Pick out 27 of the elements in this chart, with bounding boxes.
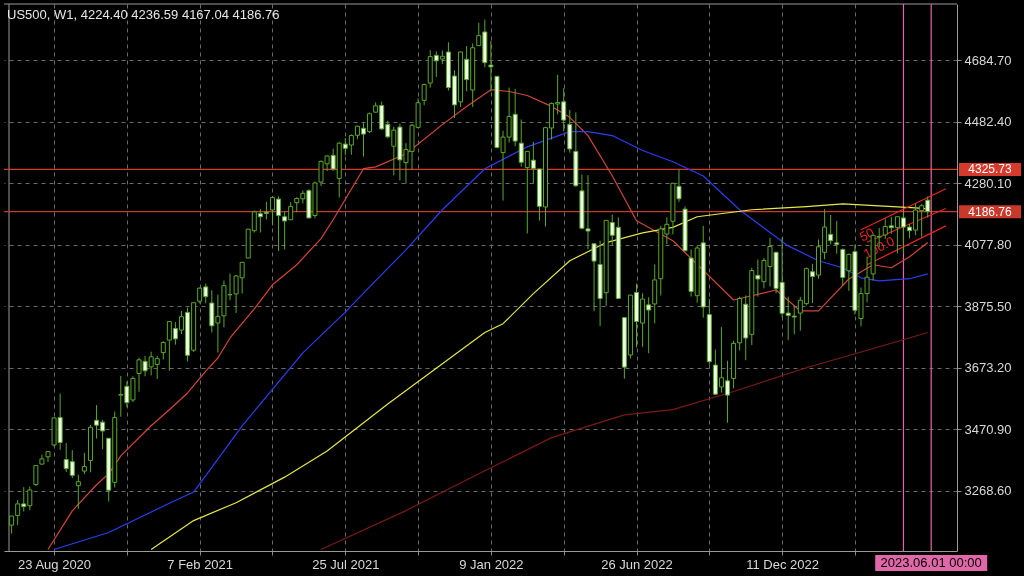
candlestick	[488, 40, 494, 93]
y-tick-label: 3875.50	[964, 298, 1012, 314]
y-tick-label: 3470.90	[964, 421, 1012, 437]
x-tick-label: 26 Jun 2022	[601, 556, 673, 572]
y-tick-label: 4684.70	[964, 52, 1012, 68]
candlestick	[591, 242, 597, 312]
ref-line-label: 2023.06.01 00:00	[880, 555, 982, 570]
candlestick	[33, 464, 39, 487]
y-tick-label: 3673.20	[964, 360, 1012, 376]
candlestick	[160, 340, 166, 361]
x-tick-label: 23 Aug 2020	[18, 556, 92, 572]
y-tick-label: 3268.60	[964, 483, 1012, 499]
candlestick	[45, 450, 51, 463]
chart-title: US500, W1, 4224.40 4236.59 4167.04 4186.76	[7, 7, 280, 22]
candlestick	[834, 220, 840, 255]
ref-line-label: 4186.76	[968, 204, 1013, 219]
candlestick	[81, 452, 87, 475]
y-tick-label: 4280.10	[964, 175, 1012, 191]
x-tick-label: 11 Dec 2022	[746, 556, 819, 572]
ref-line-label: 4325.73	[968, 162, 1013, 177]
line-series	[320, 331, 929, 551]
y-tick-label: 4482.40	[964, 114, 1012, 130]
x-tick-label: 9 Jan 2022	[459, 556, 524, 572]
x-tick-label: 25 Jul 2021	[312, 556, 380, 572]
candlestick	[75, 474, 81, 510]
y-tick-label: 4077.80	[964, 237, 1012, 253]
x-tick-label: 7 Feb 2021	[167, 556, 234, 572]
